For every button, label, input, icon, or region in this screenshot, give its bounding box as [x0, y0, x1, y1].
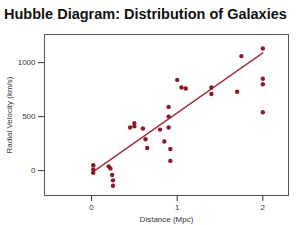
html-text:Hubble Diagram: Distribution o: Hubble Diagram: Distribution of Galaxies	[4, 6, 287, 22]
svg-text:1: 1	[175, 203, 180, 212]
svg-text:Radial Velocity (km/s): Radial Velocity (km/s)	[5, 76, 14, 153]
svg-text:500: 500	[22, 112, 36, 121]
svg-text:0: 0	[89, 203, 94, 212]
svg-text:0: 0	[31, 166, 36, 175]
svg-text:2: 2	[261, 203, 266, 212]
svg-text:1000: 1000	[18, 58, 36, 67]
svg-text:Distance (Mpc): Distance (Mpc)	[140, 215, 194, 224]
